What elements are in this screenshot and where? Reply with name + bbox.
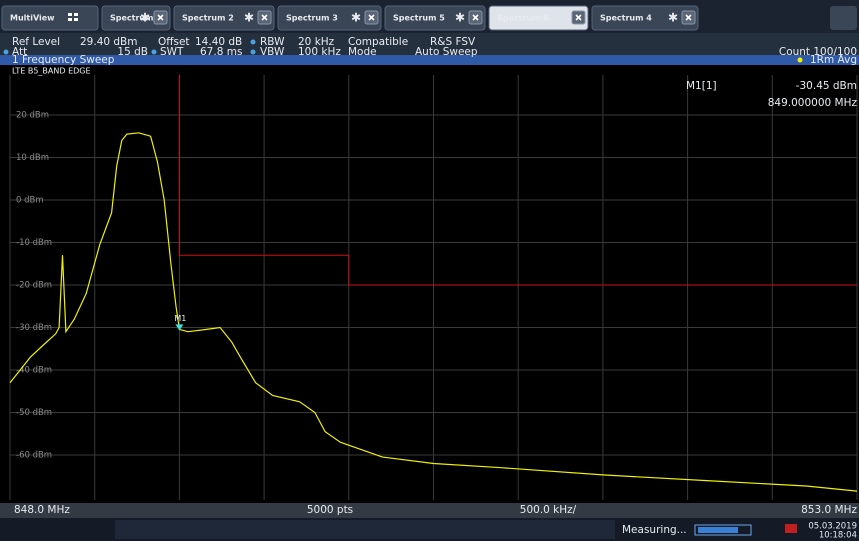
setting-label: SWT	[160, 46, 184, 58]
status-icon	[785, 524, 797, 533]
setting-value: 14.40 dB	[195, 36, 242, 48]
bullet	[151, 49, 157, 55]
grid-icon	[74, 13, 78, 16]
setting-value: 29.40 dBm	[80, 36, 138, 48]
star-icon: ✱	[140, 11, 150, 25]
x-span: 500.0 kHz/	[520, 504, 577, 516]
close-icon	[261, 14, 268, 21]
plot-area	[0, 65, 859, 503]
status-time: 10:18:04	[819, 531, 857, 541]
tab-label: MultiView	[10, 14, 55, 23]
setting-value: R&S FSV	[430, 36, 476, 48]
setting-value: Auto Sweep	[415, 46, 478, 58]
tab-label: Spectrum 3	[286, 14, 338, 23]
close-icon	[575, 14, 582, 21]
setting-label: RBW	[260, 36, 285, 48]
setting-value: 100 kHz	[298, 46, 341, 58]
tab-background	[384, 5, 486, 31]
x-start-label: 848.0 MHz	[14, 504, 70, 516]
setting-label: Offset	[158, 36, 190, 48]
setting-label: Mode	[348, 46, 377, 58]
close-icon	[685, 14, 692, 21]
trace	[9, 132, 858, 492]
settings-panel	[0, 33, 859, 55]
y-tick-label: -10 dBm	[16, 238, 52, 248]
trace-indicator	[797, 57, 803, 63]
status-text: Measuring...	[622, 524, 687, 536]
marker	[175, 324, 184, 331]
close-icon	[368, 14, 375, 21]
star-icon: ✱	[455, 11, 465, 25]
marker-frequency: 849.000000 MHz	[768, 97, 858, 109]
bullet	[250, 39, 256, 45]
setting-label: Compatible	[348, 36, 408, 48]
close-icon	[157, 14, 164, 21]
window-title: 1 Frequency Sweep	[12, 54, 115, 66]
limit-line-label: LTE B5_BAND EDGE	[12, 67, 91, 76]
bullet	[3, 49, 9, 55]
setting-value: 15 dB	[117, 46, 148, 58]
tab[interactable]: MultiView	[1, 5, 99, 31]
sweep-count: Count 100/100	[779, 46, 857, 58]
tab-background	[277, 5, 382, 31]
setting-label: VBW	[260, 46, 285, 58]
star-icon: ✱	[351, 11, 361, 25]
y-tick-label: -20 dBm	[16, 280, 52, 290]
bullet	[250, 49, 256, 55]
tab-label: Spectrum 2	[182, 14, 234, 23]
tab-background	[488, 5, 589, 31]
y-tick-label: -40 dBm	[16, 365, 52, 375]
tab[interactable]: Spectrum 2 ✱	[173, 5, 275, 31]
y-tick-label: -50 dBm	[16, 408, 52, 418]
tab-background	[101, 5, 171, 31]
window-title-bar	[0, 55, 859, 65]
setting-value: 67.8 ms	[200, 46, 242, 58]
tab[interactable]: Spectrum 3 ✱	[277, 5, 382, 31]
tab-background	[591, 5, 699, 31]
marker-value: -30.45 dBm	[796, 80, 857, 92]
star-icon: ✱	[244, 11, 254, 25]
sweep-points: 5000 pts	[307, 504, 353, 516]
tab[interactable]: Spectrum 5 ✱	[384, 5, 486, 31]
setting-label: Att	[12, 46, 27, 58]
tab[interactable]: Spectrum 4 ✱	[591, 5, 699, 31]
marker-label: M1	[174, 314, 186, 323]
marker-name: M1[1]	[686, 80, 717, 92]
tab-background	[173, 5, 275, 31]
status-date: 05.03.2019	[808, 522, 857, 532]
tab-label: Spectrum 6	[497, 14, 549, 23]
tab-label: Spectrum	[110, 14, 153, 23]
y-tick-label: 20 dBm	[16, 110, 49, 120]
y-tick-label: 10 dBm	[16, 153, 49, 163]
x-stop-label: 853.0 MHz	[801, 504, 857, 516]
tab-label: Spectrum 5	[393, 14, 445, 23]
tab[interactable]: Spectrum 6	[488, 5, 589, 31]
setting-value: 20 kHz	[298, 36, 335, 48]
tab-menu[interactable]	[830, 6, 857, 30]
grid-icon	[68, 13, 72, 16]
y-tick-label: -60 dBm	[16, 450, 52, 460]
star-icon: ✱	[668, 11, 678, 25]
grid-icon	[74, 18, 78, 21]
limit-line	[178, 75, 857, 286]
progress-frame	[694, 524, 752, 536]
x-axis-bar	[0, 503, 859, 518]
tab-label: Spectrum 4	[600, 14, 652, 23]
tab[interactable]: Spectrum✱	[101, 5, 171, 31]
trace-legend: 1Rm Avg	[810, 54, 857, 66]
progress-fill	[698, 527, 738, 533]
setting-label: Ref Level	[12, 36, 60, 48]
y-tick-label: 0 dBm	[16, 195, 44, 205]
tab-background	[1, 5, 99, 31]
y-tick-label: -30 dBm	[16, 323, 52, 333]
close-icon	[472, 14, 479, 21]
status-field	[115, 520, 615, 539]
grid-icon	[68, 18, 72, 21]
